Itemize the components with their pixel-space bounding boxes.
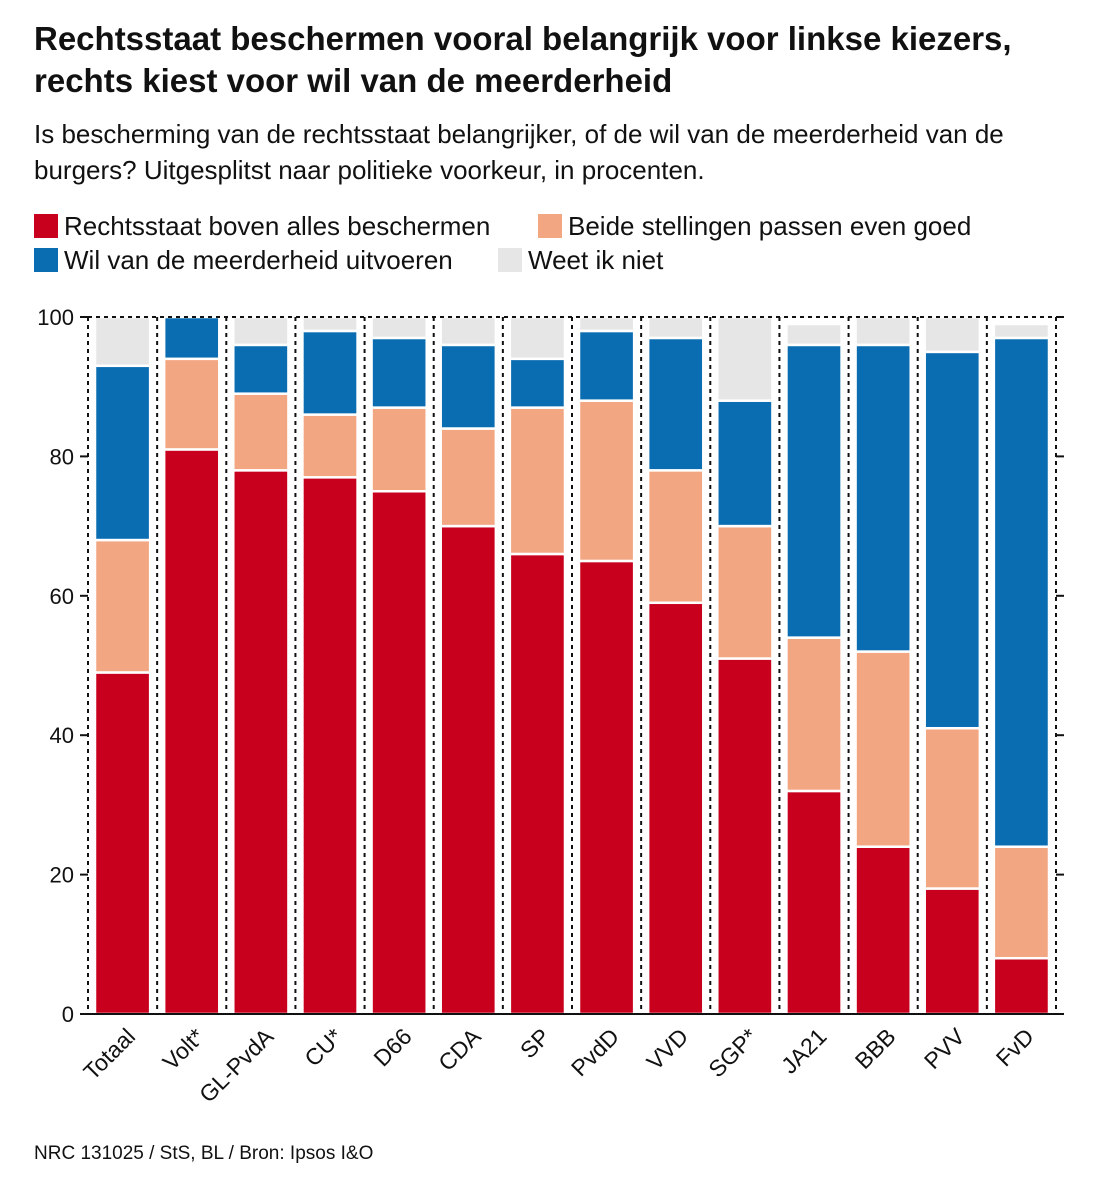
bar-pvv-series-1 (923, 726, 982, 890)
bar-fvd-series-3 (992, 322, 1051, 340)
bar-cda-series-2 (439, 343, 498, 430)
y-tick-label: 20 (50, 863, 74, 888)
bar-cu-series-2 (301, 329, 359, 416)
bar-gl-pvda-series-3 (232, 315, 290, 347)
x-tick-label-cda: CDA (433, 1023, 486, 1076)
bar-cu-series-1 (301, 413, 359, 479)
bar-cda-series-0 (439, 524, 498, 1016)
y-tick-label: 100 (37, 305, 74, 330)
bar-gl-pvda-series-0 (232, 469, 290, 1016)
y-tick-label: 0 (62, 1002, 74, 1027)
source-note: NRC 131025 / StS, BL / Bron: Ipsos I&O (34, 1143, 374, 1164)
bar-bbb-series-0 (854, 845, 912, 1016)
bar-volt-series-1 (162, 357, 221, 451)
bar-bbb-series-2 (854, 343, 912, 653)
bar-pvv-series-3 (923, 315, 982, 354)
bar-pvdd-series-3 (577, 315, 636, 333)
legend-item-meerderheid: Wil van de meerderheid uitvoeren (34, 244, 453, 276)
bar-totaal-series-3 (93, 315, 152, 368)
bar-cu-series-0 (301, 476, 359, 1016)
bar-sp-series-0 (508, 552, 567, 1016)
bar-volt-series-2 (162, 315, 221, 361)
bar-sp-series-3 (508, 315, 567, 361)
legend-swatch-meerderheid (34, 248, 58, 272)
stacked-bar-chart: 0 20 40 60 80 100 Totaal Volt*GL-PvdA CU* D66 CDA… (37, 305, 1064, 1108)
legend-item-weet-niet: Weet ik niet (498, 244, 663, 276)
bar-totaal-series-1 (93, 538, 152, 674)
bar-d66-series-1 (370, 406, 428, 493)
bar-pvdd-series-2 (577, 329, 636, 402)
bar-sgp-series-0 (716, 657, 774, 1016)
legend-item-rechtsstaat: Rechtsstaat boven alles beschermen (34, 210, 490, 242)
x-tick-label-fvd: FvD (991, 1023, 1039, 1071)
bar-vvd-series-0 (646, 601, 705, 1016)
bar-pvdd-series-1 (577, 399, 636, 563)
legend-item-beide: Beide stellingen passen even goed (538, 210, 971, 242)
legend-label-weet-niet: Weet ik niet (528, 245, 664, 275)
bar-ja21-series-1 (785, 636, 843, 793)
legend-label-meerderheid: Wil van de meerderheid uitvoeren (64, 245, 453, 275)
chart-subtitle: Is bescherming van de rechtsstaat belang… (34, 119, 1004, 185)
x-tick-label-pvdd: PvdD (566, 1023, 624, 1081)
y-tick-label: 40 (50, 723, 74, 748)
bar-gl-pvda-series-1 (232, 392, 290, 472)
bar-fvd-series-0 (992, 956, 1051, 1016)
bar-sgp-series-3 (716, 315, 774, 402)
bar-sgp-series-1 (716, 524, 774, 660)
bar-totaal-series-0 (93, 671, 152, 1016)
x-tick-label-bbb: BBB (850, 1023, 901, 1074)
bar-bbb-series-3 (854, 315, 912, 347)
x-tick-label-volt: Volt* (157, 1023, 209, 1075)
x-tick-label-cu: CU* (299, 1023, 347, 1071)
bar-volt-series-0 (162, 448, 221, 1016)
x-axis-labels: Totaal Volt*GL-PvdA CU* D66 CDA SP PvdD VVD SGP*… (78, 1023, 1039, 1108)
y-tick-label: 60 (50, 584, 74, 609)
bar-pvv-series-0 (923, 887, 982, 1016)
bar-gl-pvda-series-2 (232, 343, 290, 395)
bar-totaal-series-2 (93, 364, 152, 542)
bar-d66-series-2 (370, 336, 428, 409)
bar-fvd-series-1 (992, 845, 1051, 960)
legend-swatch-rechtsstaat (34, 214, 58, 238)
bar-pvv-series-2 (923, 350, 982, 730)
bar-ja21-series-0 (785, 789, 843, 1016)
bar-ja21-series-3 (785, 322, 843, 347)
legend-swatch-beide (538, 214, 562, 238)
x-tick-label-vvd: VVD (641, 1023, 693, 1075)
bar-vvd-series-3 (646, 315, 705, 340)
chart-title: Rechtsstaat beschermen vooral belangrijk… (34, 20, 1012, 99)
bar-cda-series-3 (439, 315, 498, 347)
x-tick-label-d66: D66 (368, 1023, 416, 1071)
x-tick-label-pvv: PVV (919, 1023, 970, 1074)
x-tick-label-gl-pvda: GL-PvdA (194, 1023, 279, 1108)
bar-bbb-series-1 (854, 650, 912, 848)
bar-fvd-series-2 (992, 336, 1051, 848)
bar-cu-series-3 (301, 315, 359, 333)
legend-swatch-weet-niet (498, 248, 522, 272)
bar-d66-series-0 (370, 490, 428, 1016)
legend-label-beide: Beide stellingen passen even goed (568, 211, 972, 241)
bar-sp-series-1 (508, 406, 567, 556)
bar-d66-series-3 (370, 315, 428, 340)
bar-sgp-series-2 (716, 399, 774, 528)
bar-vvd-series-2 (646, 336, 705, 472)
bar-ja21-series-2 (785, 343, 843, 639)
x-tick-label-sp: SP (515, 1023, 555, 1063)
bar-pvdd-series-0 (577, 559, 636, 1016)
bar-cda-series-1 (439, 427, 498, 528)
legend-label-rechtsstaat: Rechtsstaat boven alles beschermen (64, 211, 491, 241)
x-tick-label-totaal: Totaal (78, 1023, 140, 1085)
x-tick-label-ja21: JA21 (776, 1023, 831, 1078)
y-tick-label: 80 (50, 444, 74, 469)
bar-sp-series-2 (508, 357, 567, 409)
x-tick-label-sgp: SGP* (703, 1023, 762, 1082)
axes-layer: 0 20 40 60 80 100 (37, 305, 1064, 1027)
bar-vvd-series-1 (646, 469, 705, 605)
